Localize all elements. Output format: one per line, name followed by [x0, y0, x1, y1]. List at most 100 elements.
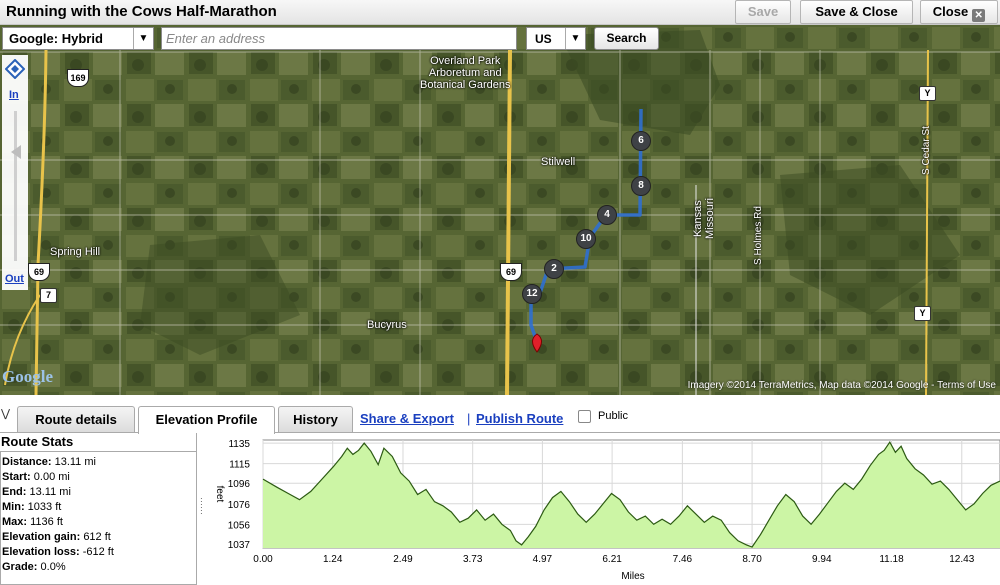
stat-label: Max: [2, 516, 28, 528]
stat-label: Distance: [2, 456, 52, 468]
panel-splitter-handle[interactable]: · · · · · · [200, 494, 203, 518]
x-tick-label: 11.18 [879, 554, 904, 565]
road-label-s-cedar-st: S Cedar St [921, 126, 932, 175]
x-tick-label: 2.49 [393, 554, 413, 565]
x-tick-label: 1.24 [323, 554, 343, 565]
stat-row: Max: 1136 ft [2, 515, 196, 530]
close-icon: ✕ [972, 9, 986, 22]
y-tick-label: 1037 [228, 540, 251, 551]
stat-label: Elevation gain: [2, 531, 81, 543]
place-label-bucyrus: Bucyrus [367, 319, 407, 331]
x-tick-label: 7.46 [673, 554, 693, 565]
stat-value: 13.11 mi [54, 456, 96, 468]
save-and-close-button[interactable]: Save & Close [800, 0, 913, 24]
route-title: Running with the Cows Half-Marathon [6, 3, 277, 20]
state-label-kansas: Kansas [692, 200, 704, 237]
place-label-spring-hill: Spring Hill [50, 246, 101, 258]
stat-value: 0.0% [40, 561, 66, 573]
tab-history[interactable]: History [278, 406, 353, 432]
collapse-panel-icon[interactable]: ⋁ [1, 408, 11, 420]
zoom-out-link[interactable]: Out [5, 273, 24, 285]
tab-route-details[interactable]: Route details [17, 406, 135, 432]
mile-marker[interactable]: 2 [544, 259, 564, 279]
y-tick-label: 1096 [228, 479, 251, 490]
mile-marker[interactable]: 10 [576, 229, 596, 249]
stat-value: 0.00 mi [33, 471, 70, 483]
close-button-label: Close [932, 4, 969, 19]
x-tick-label: 6.21 [602, 554, 622, 565]
us-69-shield-icon: 69 [500, 263, 522, 281]
stat-label: Start: [2, 471, 31, 483]
stat-row: Min: 1033 ft [2, 500, 196, 515]
public-checkbox-label: Public [598, 410, 628, 422]
publish-route-link[interactable]: Publish Route [476, 411, 564, 426]
elevation-line [262, 440, 1000, 548]
route-stats-title: Route Stats [1, 434, 74, 449]
place-label-arboretum: Overland Park Arboretum and Botanical Ga… [420, 55, 511, 91]
zoom-slider-thumb[interactable] [11, 144, 21, 159]
route-y-shield-icon: Y [919, 86, 936, 101]
stat-row: Grade: 0.0% [2, 560, 196, 575]
zoom-control: In Out [2, 55, 28, 290]
stat-value: -612 ft [82, 546, 114, 558]
mile-marker[interactable]: 8 [631, 176, 651, 196]
road-label-s-holmes-rd: S Holmes Rd [753, 206, 764, 265]
region-select[interactable]: US ▼ [526, 27, 586, 50]
stat-row: End: 13.11 mi [2, 485, 196, 500]
y-axis-label: feet [214, 486, 225, 503]
stat-label: End: [2, 486, 27, 498]
stat-row: Elevation gain: 612 ft [2, 530, 196, 545]
us-69-shield-icon: 69 [28, 263, 50, 281]
satellite-map[interactable]: Overland Park Arboretum and Botanical Ga… [0, 25, 1000, 395]
tab-elevation-profile[interactable]: Elevation Profile [138, 406, 275, 434]
map-attribution[interactable]: Imagery ©2014 TerraMetrics, Map data ©20… [687, 380, 996, 391]
x-tick-label: 0.00 [253, 554, 273, 565]
pan-icon[interactable] [5, 59, 25, 79]
stat-value: 612 ft [83, 531, 111, 543]
search-button[interactable]: Search [594, 27, 659, 50]
mile-marker[interactable]: 4 [597, 205, 617, 225]
address-input[interactable] [161, 27, 517, 50]
close-button[interactable]: Close ✕ [920, 0, 998, 24]
stat-row: Start: 0.00 mi [2, 470, 196, 485]
y-tick-label: 1135 [228, 439, 250, 450]
route-stats-list: Distance: 13.11 mi Start: 0.00 mi End: 1… [0, 451, 197, 585]
window-title-bar: Running with the Cows Half-Marathon Save… [0, 0, 1000, 25]
stat-value: 1136 ft [30, 516, 63, 528]
save-button[interactable]: Save [735, 0, 791, 24]
y-tick-label: 1056 [228, 520, 251, 531]
x-tick-label: 12.43 [949, 554, 974, 565]
k-7-shield-icon: 7 [40, 288, 57, 303]
chevron-down-icon: ▼ [565, 28, 585, 49]
stat-label: Elevation loss: [2, 546, 80, 558]
map-type-value: Google: Hybrid [9, 31, 103, 46]
link-separator: | [467, 411, 471, 426]
chevron-down-icon: ▼ [133, 28, 153, 49]
stat-row: Distance: 13.11 mi [2, 455, 196, 470]
x-tick-label: 8.70 [742, 554, 762, 565]
public-checkbox[interactable] [578, 410, 591, 423]
mile-marker[interactable]: 12 [522, 284, 542, 304]
mile-marker[interactable]: 6 [631, 131, 651, 151]
region-value: US [535, 32, 552, 46]
map-type-select[interactable]: Google: Hybrid ▼ [2, 27, 154, 50]
google-logo: Google [2, 367, 53, 386]
arboretum-line-2: Arboretum and [428, 67, 502, 79]
stat-row: Elevation loss: -612 ft [2, 545, 196, 560]
route-stats-panel: Route Stats Distance: 13.11 mi Start: 0.… [0, 433, 197, 585]
route-y-shield-icon: Y [914, 306, 931, 321]
stat-value: 1033 ft [27, 501, 62, 513]
zoom-in-link[interactable]: In [9, 89, 19, 101]
map-imagery [0, 25, 1000, 395]
y-tick-label: 1076 [228, 500, 251, 511]
arboretum-line-3: Botanical Gardens [420, 79, 511, 91]
y-tick-label: 1115 [229, 460, 250, 471]
elevation-area [263, 442, 1000, 548]
x-axis-label: Miles [621, 571, 644, 582]
place-label-stilwell: Stilwell [541, 156, 576, 168]
share-export-link[interactable]: Share & Export [360, 411, 454, 426]
x-tick-label: 4.97 [533, 554, 553, 565]
zoom-slider-track[interactable] [14, 111, 17, 261]
stat-value: 13.11 mi [29, 486, 71, 498]
